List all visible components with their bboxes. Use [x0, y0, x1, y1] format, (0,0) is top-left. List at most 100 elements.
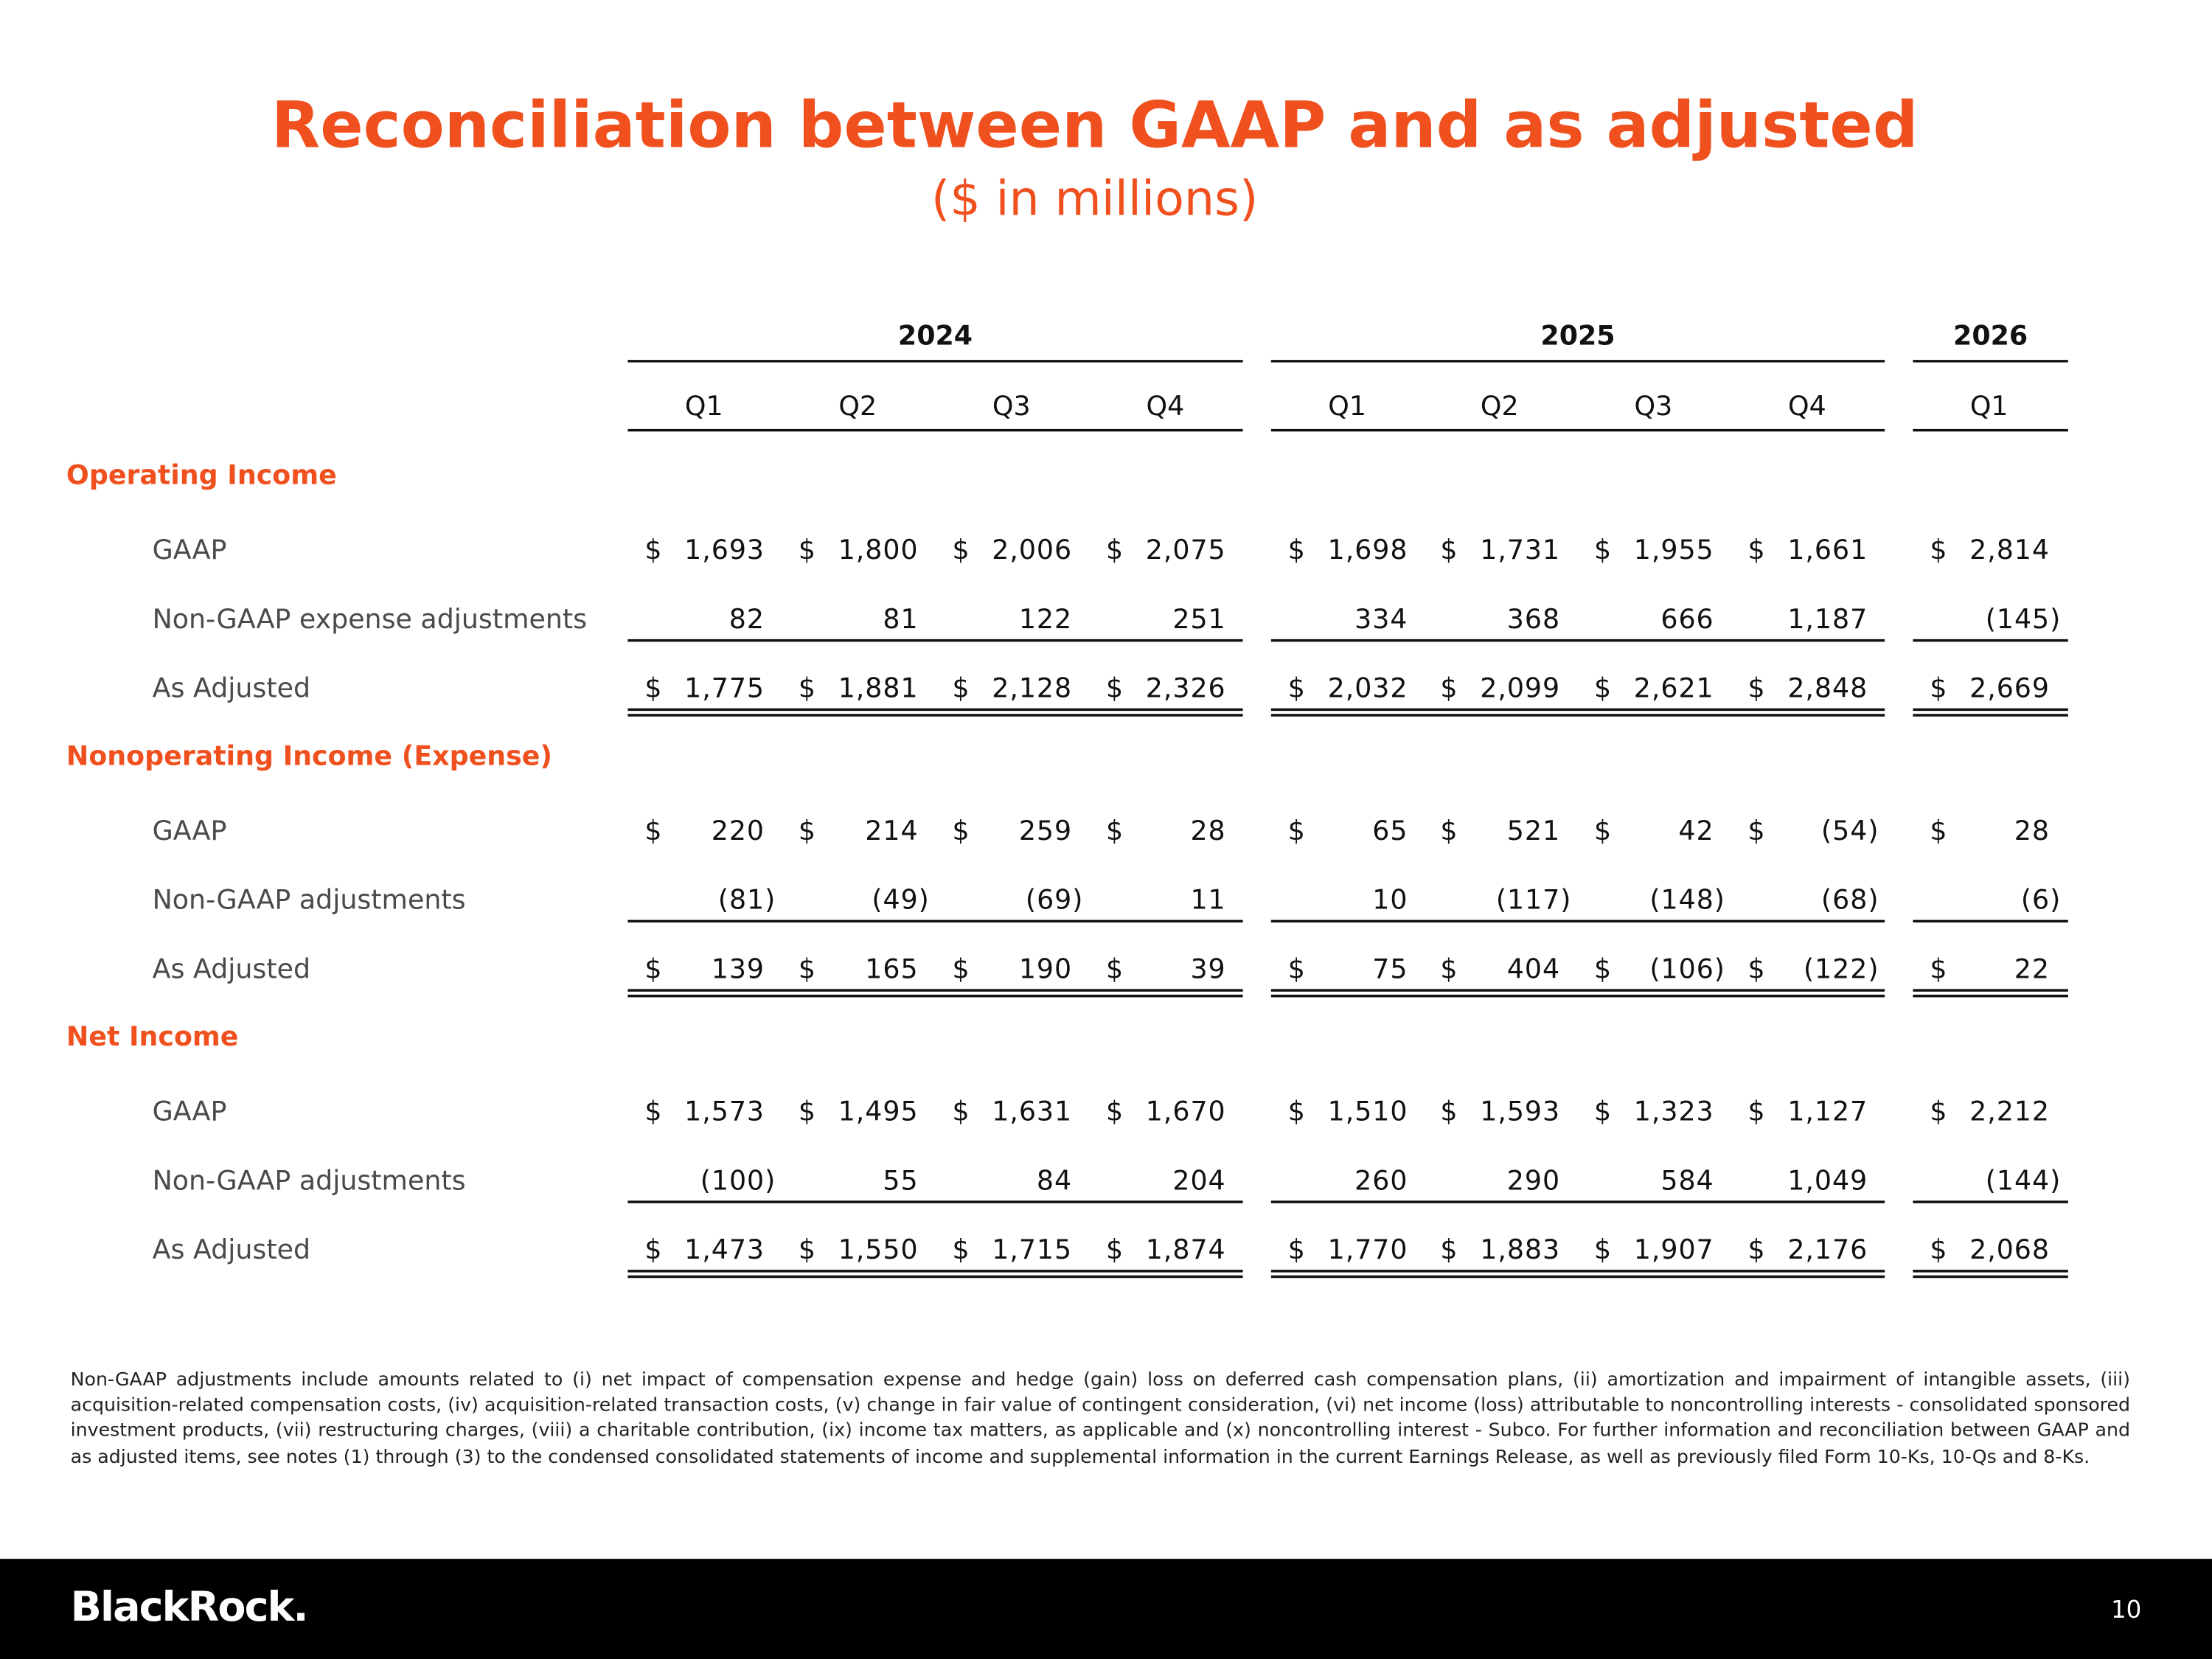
cell: 368: [1507, 603, 1560, 635]
currency: $: [1288, 1096, 1306, 1127]
currency: $: [1930, 815, 1947, 846]
cell: 1,770: [1328, 1234, 1408, 1265]
cell: 251: [1172, 603, 1225, 635]
cell: 1,593: [1480, 1096, 1560, 1127]
cell: (117): [1496, 884, 1572, 916]
currency: $: [799, 815, 816, 846]
currency: $: [1440, 1234, 1458, 1265]
currency: $: [799, 672, 816, 704]
title: Reconciliation between GAAP and as adjus…: [271, 88, 1919, 162]
cell: 2,848: [1787, 672, 1868, 704]
currency: $: [1930, 1096, 1947, 1127]
cell: 28: [1190, 815, 1225, 846]
currency: $: [1106, 534, 1124, 566]
cell: 84: [1037, 1164, 1072, 1196]
year-header: 2025: [1540, 319, 1615, 351]
cell: 1,731: [1480, 534, 1560, 566]
cell: 1,874: [1146, 1234, 1226, 1265]
row-label: As Adjusted: [153, 1234, 310, 1265]
cell: 39: [1190, 953, 1225, 984]
cell: (100): [700, 1164, 776, 1196]
row-label: Non-GAAP expense adjustments: [153, 603, 587, 635]
currency: $: [1594, 953, 1612, 984]
cell: 404: [1507, 953, 1560, 984]
currency: $: [1440, 953, 1458, 984]
cell: 1,661: [1787, 534, 1868, 566]
cell: 10: [1372, 884, 1408, 916]
cell: (145): [1986, 603, 2062, 635]
row-label: GAAP: [153, 534, 227, 566]
cell: (49): [872, 884, 929, 916]
row-label: As Adjusted: [153, 953, 310, 984]
quarter-header: Q4: [1788, 390, 1826, 422]
cell: 521: [1507, 815, 1560, 846]
currency: $: [1748, 815, 1766, 846]
currency: $: [799, 953, 816, 984]
cell: 11: [1190, 884, 1225, 916]
section-title: Net Income: [66, 1020, 239, 1052]
cell: 2,075: [1146, 534, 1226, 566]
currency: $: [952, 815, 970, 846]
cell: 666: [1660, 603, 1714, 635]
cell: 2,814: [1969, 534, 2050, 566]
cell: 1,049: [1787, 1164, 1868, 1196]
cell: 584: [1660, 1164, 1714, 1196]
currency: $: [799, 1234, 816, 1265]
currency: $: [1106, 1096, 1124, 1127]
cell: 2,176: [1787, 1234, 1868, 1265]
cell: 2,621: [1634, 672, 1714, 704]
currency: $: [1106, 1234, 1124, 1265]
currency: $: [952, 672, 970, 704]
logo: BlackRock.: [71, 1584, 307, 1631]
cell: 1,187: [1787, 603, 1868, 635]
section-title: Nonoperating Income (Expense): [66, 740, 552, 771]
cell: 1,495: [838, 1096, 919, 1127]
cell: 2,099: [1480, 672, 1560, 704]
cell: 1,693: [684, 534, 765, 566]
quarter-header: Q1: [685, 390, 723, 422]
currency: $: [952, 1234, 970, 1265]
quarter-header: Q1: [1970, 390, 2008, 422]
quarter-header: Q4: [1146, 390, 1184, 422]
currency: $: [1440, 815, 1458, 846]
currency: $: [1288, 815, 1306, 846]
cell: 55: [883, 1164, 918, 1196]
currency: $: [644, 953, 662, 984]
cell: 22: [2014, 953, 2050, 984]
currency: $: [1930, 953, 1947, 984]
currency: $: [1748, 953, 1766, 984]
cell: 2,212: [1969, 1096, 2050, 1127]
cell: 81: [883, 603, 918, 635]
currency: $: [644, 534, 662, 566]
cell: 122: [1019, 603, 1072, 635]
currency: $: [1594, 1234, 1612, 1265]
footnote-box: Non-GAAP adjustments include amounts rel…: [71, 1370, 2130, 1468]
year-header: 2024: [898, 319, 973, 351]
quarter-header: Q2: [1481, 390, 1519, 422]
cell: 65: [1372, 815, 1408, 846]
cell: 1,698: [1328, 534, 1408, 566]
cell: (144): [1986, 1164, 2062, 1196]
quarter-header: Q3: [1634, 390, 1672, 422]
currency: $: [644, 1096, 662, 1127]
cell: 2,006: [992, 534, 1072, 566]
quarter-header: Q1: [1328, 390, 1366, 422]
cell: 204: [1172, 1164, 1225, 1196]
cell: 1,907: [1634, 1234, 1714, 1265]
cell: 2,669: [1969, 672, 2050, 704]
cell: (122): [1804, 953, 1879, 984]
currency: $: [1748, 1234, 1766, 1265]
currency: $: [952, 534, 970, 566]
cell: 1,955: [1634, 534, 1714, 566]
currency: $: [1106, 672, 1124, 704]
currency: $: [1440, 1096, 1458, 1127]
year-header: 2026: [1953, 319, 2028, 351]
row-label: GAAP: [153, 815, 227, 846]
row-label: GAAP: [153, 1096, 227, 1127]
quarter-header: Q2: [838, 390, 877, 422]
currency: $: [799, 1096, 816, 1127]
row-label: Non-GAAP adjustments: [153, 1164, 466, 1196]
currency: $: [644, 815, 662, 846]
cell: 1,323: [1634, 1096, 1714, 1127]
